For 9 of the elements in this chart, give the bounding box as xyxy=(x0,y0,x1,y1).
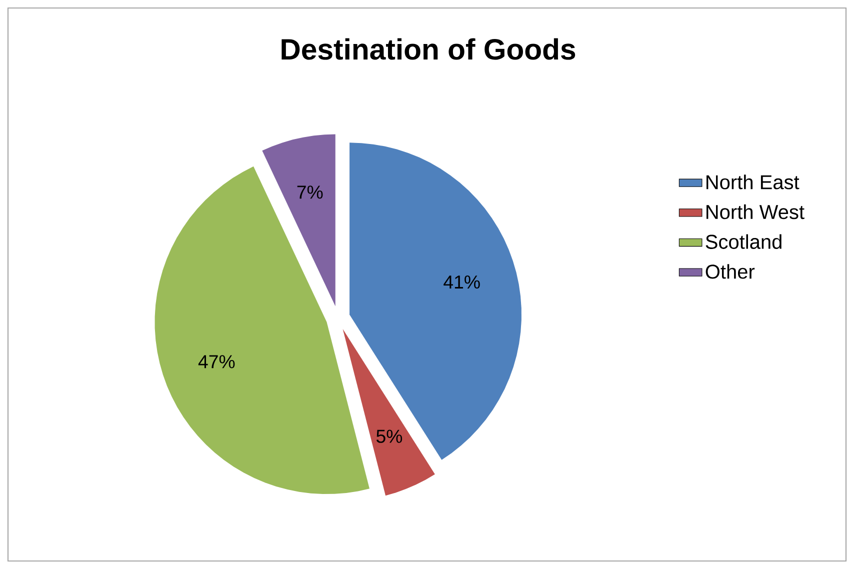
data-label: 5% xyxy=(376,430,402,443)
data-label: 47% xyxy=(198,355,235,368)
legend-label: Scotland xyxy=(706,234,782,249)
data-label: 41% xyxy=(444,275,480,289)
legend-label: North West xyxy=(706,204,804,220)
legend-label: Other xyxy=(706,264,755,279)
legend-label: North East xyxy=(706,174,800,190)
data-label: 7% xyxy=(297,186,323,199)
chart-title: Destination of Goods xyxy=(282,38,576,60)
